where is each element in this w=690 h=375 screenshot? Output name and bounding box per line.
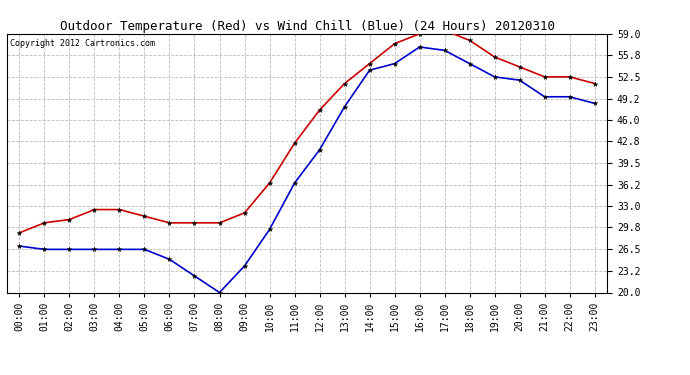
Text: Copyright 2012 Cartronics.com: Copyright 2012 Cartronics.com [10, 39, 155, 48]
Title: Outdoor Temperature (Red) vs Wind Chill (Blue) (24 Hours) 20120310: Outdoor Temperature (Red) vs Wind Chill … [59, 20, 555, 33]
